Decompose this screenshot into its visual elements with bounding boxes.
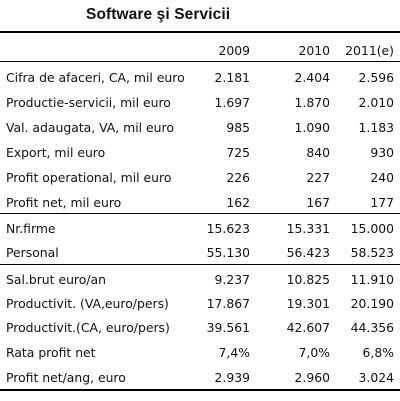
cell-2011e: 3.024 [358,370,394,385]
row-label: Personal [6,245,59,260]
row-label: Productivit.(CA, euro/pers) [6,320,170,335]
cell-2011e: 1.183 [358,120,394,135]
row-label: Productie-servicii, mil euro [6,95,171,110]
top-rule [0,31,400,33]
bottom-rule [0,389,400,391]
cell-2011e: 44.356 [350,320,394,335]
cell-2011e: 177 [370,195,394,210]
row-label: Profit net/ang, euro [6,370,126,385]
cell-2011e: 6,8% [362,345,394,360]
cell-2009: 226 [226,170,250,185]
row-label: Nr.firme [6,221,56,236]
header-rule [0,61,400,62]
cell-2009: 725 [226,145,250,160]
cell-2010: 56.423 [286,245,330,260]
cell-2011e: 11.910 [350,272,394,287]
cell-2009: 17.867 [206,296,250,311]
cell-2009: 1.697 [214,95,250,110]
cell-2009: 9.237 [214,272,250,287]
cell-2011e: 20.190 [350,296,394,311]
cell-2010: 2.960 [294,370,330,385]
cell-2009: 7,4% [218,345,250,360]
column-header-2009: 2009 [218,43,250,58]
cell-2010: 1.870 [294,95,330,110]
cell-2011e: 930 [370,145,394,160]
row-label: Val. adaugata, VA, mil euro [6,120,174,135]
table-title: Software şi Servicii [86,6,231,23]
column-header-2011e: 2011(e) [345,43,394,58]
cell-2010: 227 [306,170,330,185]
cell-2009: 15.623 [206,221,250,236]
cell-2010: 10.825 [286,272,330,287]
cell-2009: 2.939 [214,370,250,385]
row-label: Cifra de afaceri, CA, mil euro [6,70,185,85]
cell-2010: 7,0% [298,345,330,360]
cell-2009: 39.561 [206,320,250,335]
cell-2010: 42.607 [286,320,330,335]
cell-2011e: 2.010 [358,95,394,110]
cell-2011e: 2.596 [358,70,394,85]
row-label: Productivit. (VA,euro/pers) [6,296,169,311]
row-label: Sal.brut euro/an [6,272,106,287]
group-divider-1 [0,213,400,214]
cell-2010: 1.090 [294,120,330,135]
cell-2010: 2.404 [294,70,330,85]
cell-2011e: 15.000 [350,221,394,236]
cell-2010: 840 [306,145,330,160]
row-label: Export, mil euro [6,145,106,160]
row-label: Profit net, mil euro [6,195,122,210]
cell-2011e: 240 [370,170,394,185]
cell-2010: 19.301 [286,296,330,311]
cell-2010: 15.331 [286,221,330,236]
cell-2009: 985 [226,120,250,135]
cell-2010: 167 [306,195,330,210]
column-header-2010: 2010 [298,43,330,58]
row-label: Profit operational, mil euro [6,170,172,185]
cell-2009: 55.130 [206,245,250,260]
row-label: Rata profit net [6,345,96,360]
cell-2009: 2.181 [214,70,250,85]
cell-2011e: 58.523 [350,245,394,260]
cell-2009: 162 [226,195,250,210]
group-divider-2 [0,264,400,265]
